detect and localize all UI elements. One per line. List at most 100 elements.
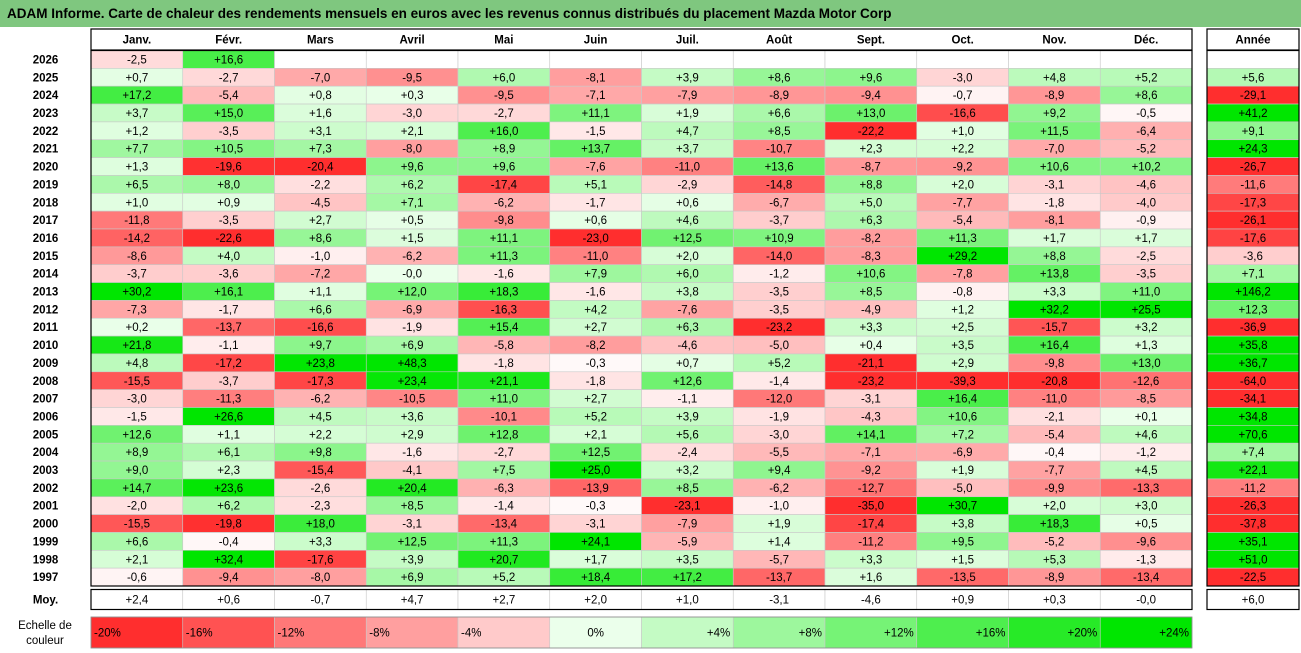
heat-value-2010-7: -4,6 [677,340,697,352]
heat-value-2009-1: +4,8 [126,358,149,370]
heat-value-2019-12: -4,6 [1136,179,1156,191]
month-header-4: Avril [400,35,425,47]
heat-value-2000-11: +18,3 [1040,519,1069,531]
heat-value-1997-11: -8,9 [1044,572,1064,584]
heat-value-2009-5: -1,8 [494,358,514,370]
heat-value-2011-12: +3,2 [1135,322,1158,334]
heat-value-2009-2: -17,2 [216,358,242,370]
average-value-4: +4,7 [401,595,424,607]
heat-value-2002-7: +8,5 [676,483,699,495]
heat-value-2008-4: +23,4 [398,376,428,388]
heat-value-1997-6: +18,4 [581,572,611,584]
heat-value-1998-11: +5,3 [1043,554,1066,566]
heat-value-2002-9: -12,7 [858,483,884,495]
heat-value-2003-2: +2,3 [217,465,240,477]
heat-value-2021-7: +3,7 [676,144,699,156]
heat-value-2010-11: +16,4 [1040,340,1070,352]
heat-value-2019-4: +6,2 [401,179,424,191]
heat-cell-2026-8 [732,50,826,69]
heat-value-2002-2: +23,6 [214,483,243,495]
heat-value-2018-3: -4,5 [310,197,330,209]
month-header-3: Mars [307,35,334,47]
heat-value-2017-5: -9,8 [494,215,514,227]
heat-value-2015-6: -11,0 [583,251,608,263]
annual-value-2007: -34,1 [1240,394,1266,406]
heat-value-2014-12: -3,5 [1136,269,1156,281]
heat-value-1999-8: +1,4 [768,536,791,548]
month-header-11: Nov. [1042,35,1066,47]
heat-value-2006-10: +10,6 [948,411,977,423]
heat-value-2002-5: -6,3 [494,483,514,495]
heat-value-1997-9: +1,6 [860,572,883,584]
year-label-2007: 2007 [33,394,59,406]
heat-value-2020-8: +13,6 [765,162,794,174]
heat-value-2007-11: -11,0 [1042,394,1067,406]
heat-value-2000-10: +3,8 [951,519,974,531]
heat-value-2025-3: -7,0 [310,72,330,84]
year-label-2001: 2001 [33,501,59,513]
month-header-9: Sept. [857,35,885,47]
heat-value-2020-10: -9,2 [953,162,973,174]
heat-value-2024-9: -9,4 [861,90,881,102]
heat-value-2008-1: -15,5 [124,376,150,388]
heat-value-1999-10: +9,5 [951,536,974,548]
heat-value-2019-9: +8,8 [860,179,883,191]
heat-value-2019-11: -3,1 [1044,179,1064,191]
heat-value-2005-2: +1,1 [217,429,240,441]
heat-value-2001-6: -0,3 [586,501,606,513]
heat-value-2011-8: -23,2 [766,322,792,334]
heat-value-2014-3: -7,2 [310,269,330,281]
month-header-1: Janv. [123,35,152,47]
heat-value-2009-10: +2,9 [951,358,974,370]
average-value-3: -0,7 [310,595,330,607]
heat-value-2024-6: -7,1 [586,90,606,102]
heat-value-2022-7: +4,7 [676,126,699,138]
heat-value-2004-9: -7,1 [861,447,881,459]
heat-value-2017-6: +0,6 [584,215,607,227]
heat-value-2024-8: -8,9 [769,90,789,102]
heat-value-1999-1: +6,6 [126,536,149,548]
year-label-2009: 2009 [33,358,59,370]
year-label-2006: 2006 [33,411,59,423]
heat-value-2008-2: -3,7 [219,376,239,388]
heat-value-2005-9: +14,1 [856,429,885,441]
heat-value-2005-10: +7,2 [951,429,974,441]
heat-value-2012-3: +6,6 [309,304,332,316]
heat-value-2008-9: -23,2 [858,376,884,388]
heat-value-2025-11: +4,8 [1043,72,1066,84]
scale-swatch-12 [1099,616,1193,649]
year-label-2003: 2003 [33,465,59,477]
heat-value-2006-7: +3,9 [676,411,699,423]
heat-value-2009-3: +23,8 [306,358,335,370]
heat-value-2020-5: +9,6 [493,162,516,174]
scale-swatch-8 [732,616,826,649]
heat-cell-2026-4 [365,50,459,69]
heat-value-2009-6: -0,3 [586,358,606,370]
heat-value-2022-10: +1,0 [951,126,974,138]
heat-value-2021-6: +13,7 [581,144,610,156]
heat-value-1997-7: +17,2 [673,572,702,584]
heat-value-2003-9: -9,2 [861,465,881,477]
heat-value-2006-11: -2,1 [1044,411,1064,423]
heat-value-2011-11: -15,7 [1041,322,1067,334]
heat-value-1998-2: +32,4 [214,554,244,566]
heat-value-2001-4: +8,5 [401,501,424,513]
heat-value-2015-1: -8,6 [127,251,147,263]
annual-header: Année [1235,35,1270,47]
heat-value-2004-7: -2,4 [677,447,697,459]
heat-value-2021-3: +7,3 [309,144,332,156]
heat-value-2011-2: -13,7 [216,322,242,334]
heat-value-2012-2: -1,7 [219,304,239,316]
heat-value-2010-12: +1,3 [1135,340,1158,352]
scale-text-7: +4% [707,628,730,640]
heat-value-2003-7: +3,2 [676,465,699,477]
heat-value-2004-12: -1,2 [1136,447,1156,459]
heat-value-1999-7: -5,9 [677,536,697,548]
heat-value-2011-9: +3,3 [860,322,883,334]
heat-value-1999-2: -0,4 [219,536,239,548]
heat-value-2005-4: +2,9 [401,429,424,441]
average-value-1: +2,4 [126,595,149,607]
heat-value-2011-3: -16,6 [307,322,333,334]
heat-value-2010-10: +3,5 [951,340,974,352]
heat-value-1997-4: +6,9 [401,572,424,584]
